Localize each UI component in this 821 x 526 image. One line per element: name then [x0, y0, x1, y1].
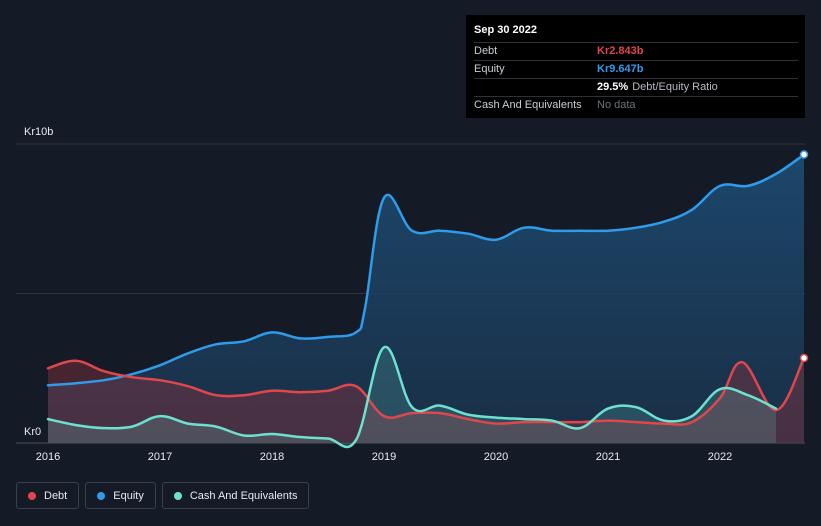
- y-tick-label-top: Kr10b: [24, 126, 53, 138]
- tooltip-label: Cash And Equivalents: [474, 99, 582, 111]
- axis-labels: Kr10b Kr0 2016 2017 2018 2019 2020 2021 2022: [24, 126, 732, 463]
- end-markers: [799, 150, 809, 363]
- x-tick-label: 2022: [708, 451, 732, 463]
- legend-label: Debt: [44, 489, 68, 502]
- series-lines: [46, 153, 806, 449]
- debt-line: [46, 356, 806, 426]
- x-tick-label: 2018: [260, 451, 284, 463]
- equity-end-marker: [799, 150, 809, 159]
- x-tick-label: 2019: [372, 451, 396, 463]
- cash-dot-icon: [173, 491, 182, 500]
- y-tick-label-zero: Kr0: [24, 426, 41, 438]
- tooltip-value-cash: No data: [597, 99, 636, 111]
- legend-item-equity[interactable]: Equity: [85, 482, 156, 509]
- x-tick-label: 2021: [596, 451, 620, 463]
- legend-label: Equity: [113, 489, 144, 502]
- tooltip-row-ratio: 29.5% Debt/Equity Ratio: [474, 78, 798, 96]
- cash-and-equivalents-line: [46, 346, 778, 449]
- tooltip-value-debt: Kr2.843b: [597, 45, 644, 57]
- tooltip-row-cash: Cash And Equivalents No data: [474, 96, 798, 114]
- legend-item-debt[interactable]: Debt: [16, 482, 80, 509]
- legend: Debt Equity Cash And Equivalents: [16, 482, 310, 509]
- tooltip-label: Debt: [474, 45, 498, 57]
- series-areas: [48, 154, 804, 448]
- tooltip-row-debt: Debt Kr2.843b: [474, 42, 798, 60]
- tooltip-label: Equity: [474, 63, 505, 75]
- tooltip-ratio-suffix: Debt/Equity Ratio: [632, 81, 718, 93]
- equity-line: [46, 153, 806, 387]
- debt-dot-icon: [28, 491, 36, 500]
- x-tick-label: 2016: [36, 451, 60, 463]
- debt-end-marker: [799, 353, 809, 363]
- equity-dot-icon: [97, 491, 106, 500]
- tooltip-panel: Sep 30 2022 Debt Kr2.843b Equity Kr9.647…: [466, 15, 805, 118]
- tooltip-date: Sep 30 2022: [474, 24, 537, 36]
- x-tick-label: 2020: [484, 451, 508, 463]
- tooltip-row-equity: Equity Kr9.647b: [474, 60, 798, 78]
- x-tick-label: 2017: [148, 451, 172, 463]
- equity-area: [48, 154, 804, 443]
- tooltip-label: [474, 79, 597, 96]
- tooltip-value-equity: Kr9.647b: [597, 63, 644, 75]
- tooltip-value-ratio: 29.5%: [597, 81, 629, 93]
- legend-label: Cash And Equivalents: [189, 489, 298, 502]
- legend-item-cash[interactable]: Cash And Equivalents: [161, 482, 310, 509]
